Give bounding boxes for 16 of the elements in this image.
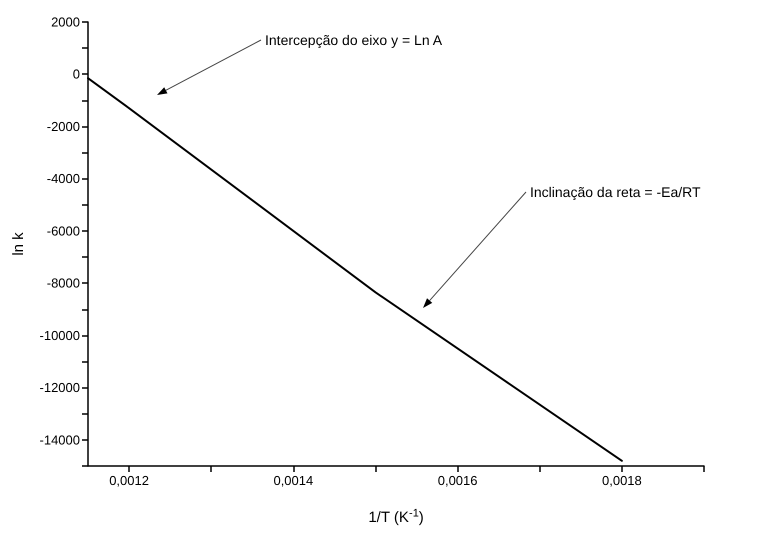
annotation: Inclinação da reta = -Ea/RT (530, 184, 702, 200)
y-tick-label: -2000 (46, 118, 80, 134)
y-tick-label: -8000 (46, 276, 80, 291)
y-tick-label: -12000 (40, 380, 80, 396)
x-tick-label: 0,0018 (602, 473, 642, 488)
y-tick-label: -4000 (46, 171, 80, 186)
x-tick-label: 0,0014 (273, 473, 314, 488)
y-tick-label: -6000 (46, 223, 80, 238)
y-tick-label: 2000 (51, 14, 80, 30)
y-tick-label: 0 (72, 66, 80, 82)
y-axis-title: ln k (10, 232, 27, 256)
x-tick-label: 0,0012 (109, 473, 149, 488)
y-tick-label: -14000 (40, 432, 80, 448)
y-tick-label: -10000 (40, 328, 80, 343)
x-tick-label: 0,0016 (438, 473, 478, 488)
annotation: Intercepção do eixo y = Ln A (265, 32, 443, 48)
